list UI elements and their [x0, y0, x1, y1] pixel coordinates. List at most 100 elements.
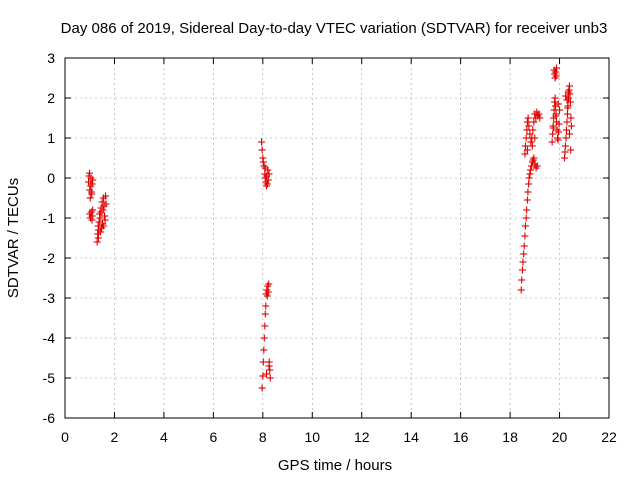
data-point [548, 138, 556, 146]
data-point [101, 216, 109, 224]
y-tick-label: 0 [47, 170, 55, 186]
grid-lines [65, 58, 609, 418]
data-point [520, 250, 528, 258]
data-point [523, 118, 531, 126]
y-tick-label: -5 [43, 370, 56, 386]
data-point [86, 194, 94, 202]
data-point [102, 192, 110, 200]
y-tick-label: -1 [43, 210, 56, 226]
data-point [518, 276, 526, 284]
x-tick-label: 22 [601, 429, 617, 445]
data-point [266, 374, 274, 382]
data-point [528, 142, 536, 150]
data-point [517, 286, 525, 294]
data-point [84, 178, 92, 186]
data-point [523, 146, 531, 154]
data-point [523, 196, 531, 204]
data-point [96, 214, 104, 222]
data-point [530, 154, 538, 162]
data-point [520, 242, 528, 250]
x-tick-label: 20 [552, 429, 568, 445]
data-point [536, 114, 544, 122]
y-tick-label: -6 [43, 410, 56, 426]
data-point [527, 138, 535, 146]
x-tick-label: 2 [111, 429, 119, 445]
data-point [529, 126, 537, 134]
data-point [523, 206, 531, 214]
x-tick-label: 14 [403, 429, 419, 445]
x-axis: 0 2 4 6 8 10 12 14 16 18 20 22 [61, 58, 617, 445]
y-axis: -6 -5 -4 -3 -2 -1 0 1 2 3 [43, 50, 609, 426]
x-tick-label: 8 [259, 429, 267, 445]
plot-frame [64, 57, 610, 419]
data-point [97, 228, 105, 236]
data-point [555, 128, 563, 136]
data-point [552, 112, 560, 120]
data-point [525, 180, 533, 188]
y-tick-label: 1 [47, 130, 55, 146]
data-point [261, 322, 269, 330]
data-point [525, 174, 533, 182]
data-point [97, 208, 105, 216]
data-point [258, 138, 266, 146]
data-point [530, 118, 538, 126]
data-point [259, 372, 267, 380]
data-point [263, 182, 271, 190]
data-point [564, 104, 572, 112]
data-point [85, 169, 93, 177]
data-point [552, 72, 560, 80]
data-point [562, 134, 570, 142]
data-point [561, 142, 569, 150]
data-point [554, 136, 562, 144]
data-point [523, 126, 531, 134]
y-axis-title: SDTVAR / TECUs [5, 178, 22, 298]
y-tick-label: -2 [43, 250, 56, 266]
data-point [260, 346, 268, 354]
data-point [563, 110, 571, 118]
x-tick-label: 12 [354, 429, 370, 445]
data-point [551, 94, 559, 102]
data-point [102, 200, 110, 208]
y-tick-label: -3 [43, 290, 56, 306]
x-axis-title: GPS time / hours [278, 457, 392, 474]
data-point [567, 146, 575, 154]
data-point [260, 334, 268, 342]
data-point [265, 362, 273, 370]
data-point [524, 114, 532, 122]
data-point [560, 154, 568, 162]
data-point [563, 96, 571, 104]
data-point [565, 82, 573, 90]
x-tick-label: 10 [304, 429, 320, 445]
x-tick-label: 0 [61, 429, 69, 445]
data-point [88, 212, 96, 220]
data-point [94, 234, 102, 242]
data-point [88, 190, 96, 198]
data-point [258, 384, 266, 392]
data-point [564, 88, 572, 96]
data-point [264, 288, 272, 296]
data-point [89, 176, 97, 184]
x-tick-label: 6 [209, 429, 217, 445]
data-point [533, 162, 541, 170]
data-point [261, 310, 269, 318]
data-point [549, 130, 557, 138]
data-point [556, 106, 564, 114]
data-point [553, 64, 561, 72]
data-point [563, 118, 571, 126]
data-point [263, 370, 271, 378]
data-point [567, 122, 575, 130]
y-tick-label: 3 [47, 50, 55, 66]
data-point [535, 110, 543, 118]
data-point [265, 170, 273, 178]
data-point [526, 130, 534, 138]
data-point [531, 134, 539, 142]
data-point [99, 222, 107, 230]
x-tick-label: 18 [502, 429, 518, 445]
data-point [266, 366, 274, 374]
data-point [518, 266, 526, 274]
data-point [261, 164, 269, 172]
data-point [521, 222, 529, 230]
chart-title: Day 086 of 2019, Sidereal Day-to-day VTE… [61, 20, 608, 37]
data-point [89, 206, 97, 214]
